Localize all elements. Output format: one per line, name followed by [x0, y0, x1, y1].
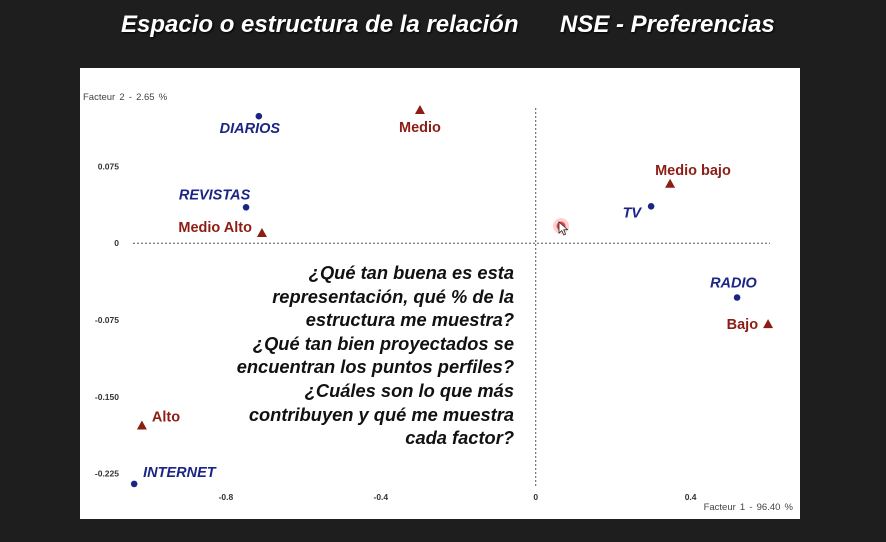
y-tick-label: 0: [114, 238, 119, 248]
point-revistas: [242, 204, 250, 211]
question-text-block: ¿Qué tan buena es esta representación, q…: [237, 261, 514, 450]
point-medio-bajo: [665, 178, 676, 188]
point-label-revistas: REVISTAS: [179, 187, 251, 203]
x-axis-title: Facteur 1 - 96.40 %: [704, 502, 794, 513]
y-tick-label: -0.075: [95, 315, 119, 325]
question-line: cada factor?: [405, 427, 514, 449]
y-tick-label: 0.075: [98, 161, 120, 171]
question-line: ¿Cuáles son lo que más: [304, 379, 514, 401]
point-label-internet: INTERNET: [143, 465, 217, 481]
question-line: representación, qué % de la: [272, 285, 514, 307]
point-diarios: [255, 112, 263, 120]
point-label-medio: Medio: [399, 120, 441, 136]
point-label-tv: TV: [623, 205, 643, 221]
x-tick-label: 0.4: [685, 492, 697, 502]
x-tick-label: 0: [533, 492, 538, 502]
point-tv: [647, 203, 655, 210]
point-internet: [130, 480, 138, 488]
chart-panel: [80, 68, 800, 519]
y-tick-label: -0.150: [95, 392, 119, 402]
question-line: estructura me muestra?: [305, 309, 514, 331]
question-line: ¿Qué tan buena es esta: [308, 262, 514, 283]
point-radio: [733, 294, 741, 301]
point-label-diarios: DIARIOS: [220, 121, 281, 137]
slide-title: Espacio o estructura de la relación: [121, 11, 519, 38]
question-line: contribuyen y qué me muestra: [248, 403, 514, 425]
x-tick-label: -0.4: [374, 492, 389, 502]
y-axis-title: Facteur 2 - 2.65 %: [83, 92, 168, 103]
question-line: ¿Qué tan bien proyectados se: [252, 332, 514, 354]
slide-subtitle: NSE - Preferencias: [560, 11, 775, 38]
point-alto: [136, 420, 147, 430]
point-label-bajo: Bajo: [727, 317, 759, 333]
point-label-medio-alto: Medio Alto: [178, 220, 252, 236]
x-tick-label: -0.8: [219, 492, 234, 502]
point-label-alto: Alto: [152, 410, 180, 426]
point-label-medio-bajo: Medio bajo: [655, 163, 731, 179]
point-medio-alto: [256, 227, 267, 237]
point-medio: [414, 105, 425, 115]
point-label-radio: RADIO: [710, 275, 757, 291]
mouse-cursor-icon: [558, 221, 569, 236]
point-bajo: [763, 319, 774, 329]
question-line: encuentran los puntos perfiles?: [236, 356, 514, 378]
y-tick-label: -0.225: [95, 469, 119, 479]
